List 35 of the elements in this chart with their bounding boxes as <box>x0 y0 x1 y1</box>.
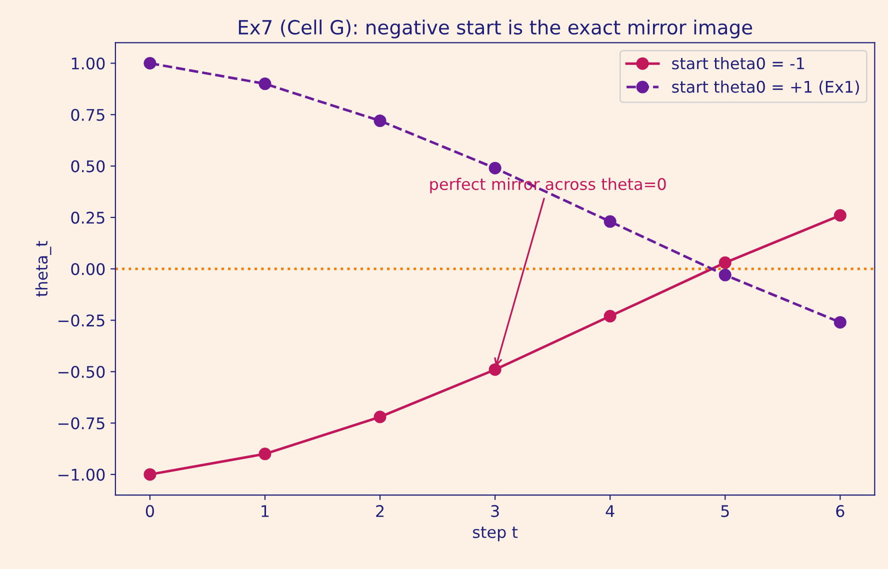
point <box>834 316 846 329</box>
point <box>144 468 156 481</box>
point <box>374 114 386 128</box>
point <box>258 448 272 460</box>
point <box>604 310 616 322</box>
x-axis-title: step t <box>472 526 518 542</box>
y-tick-label: −0.75 <box>58 417 104 430</box>
point <box>144 56 156 70</box>
point <box>258 78 272 90</box>
legend-label: start theta0 = +1 (Ex1) <box>672 80 859 95</box>
point <box>604 215 616 228</box>
x-tick-label: 4 <box>606 505 614 517</box>
point <box>834 209 846 222</box>
y-tick-label: 1.00 <box>72 57 105 70</box>
x-tick-label: 2 <box>376 505 384 517</box>
x-tick-label: 6 <box>836 505 844 518</box>
y-tick-label: 0.50 <box>71 160 105 172</box>
x-tick-label: 3 <box>491 505 499 518</box>
y-axis-title: theta_t <box>35 240 52 297</box>
x-tick-label: 5 <box>721 505 729 518</box>
y-tick-label: 0.25 <box>71 212 104 224</box>
y-tick-label: −0.25 <box>58 314 104 327</box>
legend-label: start theta0 = -1 <box>672 57 804 70</box>
x-tick-label: 0 <box>146 505 154 518</box>
y-tick-label: −1.00 <box>58 468 105 481</box>
chart-title: Ex7 (Cell G): negative start is the exact mirror image <box>238 20 752 38</box>
y-tick-label: 0.75 <box>71 108 104 121</box>
point <box>488 363 502 376</box>
point <box>488 162 502 174</box>
point <box>718 268 732 282</box>
y-tick-label: −0.50 <box>58 366 105 378</box>
y-tick-label: 0.00 <box>71 263 105 276</box>
x-tick-label: 1 <box>262 505 269 517</box>
point <box>374 410 386 424</box>
point <box>718 256 732 269</box>
